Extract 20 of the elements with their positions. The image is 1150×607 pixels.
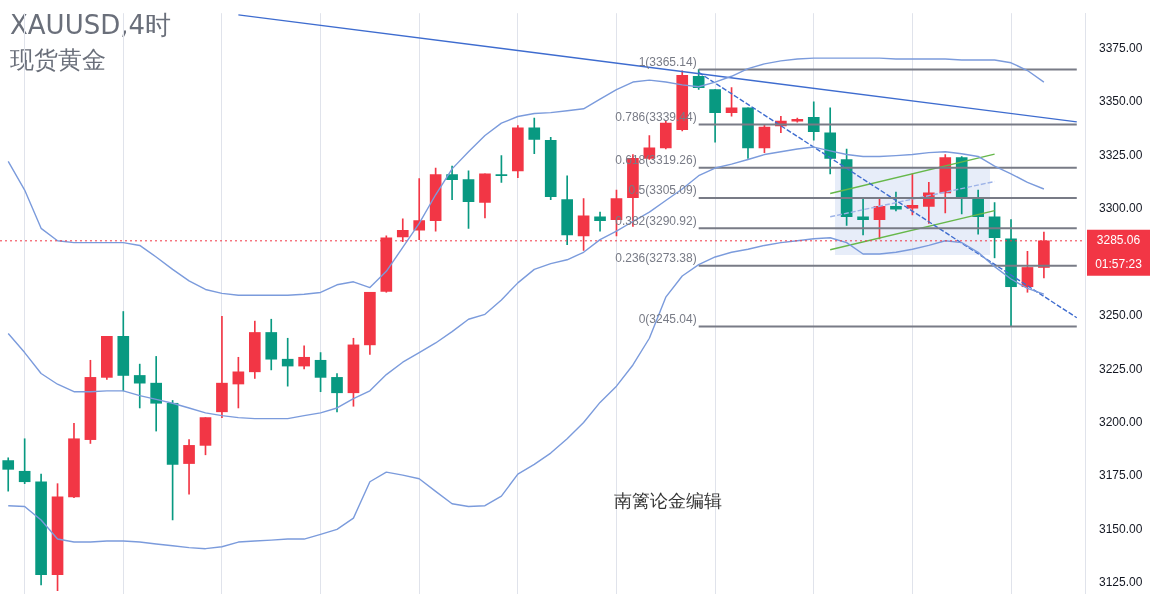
y-tick-label: 3300.00 <box>1099 201 1143 216</box>
candlestick <box>281 337 294 387</box>
y-tick-label: 3250.00 <box>1099 308 1143 323</box>
series-label: 1(3365.14) <box>638 54 697 69</box>
series-label: 0.236(3273.38) <box>615 251 697 266</box>
y-tick-label: 3200.00 <box>1099 415 1143 430</box>
ref-line-label: 3285.06 <box>1096 233 1141 248</box>
y-tick-label: 3225.00 <box>1099 361 1143 376</box>
y-tick-label: 3150.00 <box>1099 521 1143 536</box>
text: 01:57:23 <box>1095 257 1143 272</box>
text: 现货黄金 <box>10 46 106 75</box>
chart-title: XAUUSD,4时 <box>10 10 171 42</box>
candlestick <box>133 363 146 409</box>
y-tick-label: 3325.00 <box>1099 147 1143 162</box>
y-tick-label: 3350.00 <box>1099 94 1143 109</box>
y-tick-label: 3175.00 <box>1099 468 1143 483</box>
candlestick <box>857 198 869 236</box>
y-tick-label: 3375.00 <box>1099 40 1143 55</box>
annotation: 南篱论金编辑 <box>614 490 723 512</box>
y-tick-label: 3125.00 <box>1099 575 1143 590</box>
